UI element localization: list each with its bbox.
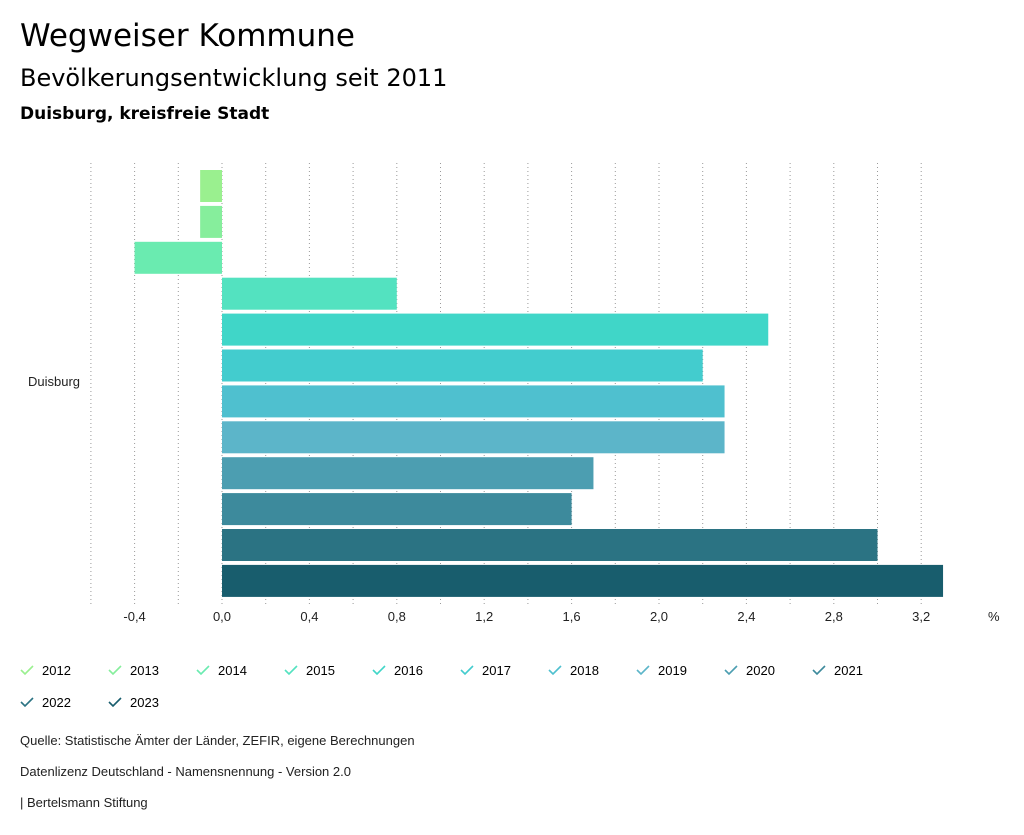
legend-item-2023[interactable]: 2023 <box>108 692 159 712</box>
check-icon <box>372 665 386 676</box>
legend-item-2022[interactable]: 2022 <box>20 692 71 712</box>
check-icon <box>20 665 34 676</box>
legend-item-2016[interactable]: 2016 <box>372 660 423 680</box>
category-label: Duisburg <box>28 374 80 389</box>
bar-2021[interactable] <box>222 493 572 526</box>
legend-label: 2014 <box>218 662 247 678</box>
legend-item-2021[interactable]: 2021 <box>812 660 863 680</box>
legend-label: 2022 <box>42 694 71 710</box>
legend-item-2018[interactable]: 2018 <box>548 660 599 680</box>
bars <box>134 170 944 597</box>
source-note: Quelle: Statistische Ämter der Länder, Z… <box>20 733 415 748</box>
legend-label: 2015 <box>306 662 335 678</box>
chart-subtitle: Bevölkerungsentwicklung seit 2011 <box>20 64 448 92</box>
x-tick-label: 0,4 <box>300 609 318 624</box>
check-icon <box>636 665 650 676</box>
bar-2023[interactable] <box>222 564 944 597</box>
x-tick-label: 0,8 <box>388 609 406 624</box>
publisher-note: | Bertelsmann Stiftung <box>20 795 148 810</box>
legend-label: 2020 <box>746 662 775 678</box>
check-icon <box>812 665 826 676</box>
legend-label: 2019 <box>658 662 687 678</box>
x-tick-label: 2,0 <box>650 609 668 624</box>
bar-2018[interactable] <box>222 385 725 418</box>
legend-label: 2023 <box>130 694 159 710</box>
check-icon <box>548 665 562 676</box>
legend-item-2012[interactable]: 2012 <box>20 660 71 680</box>
unit-label: % <box>988 609 1000 624</box>
legend-item-2013[interactable]: 2013 <box>108 660 159 680</box>
x-tick-label: -0,4 <box>123 609 145 624</box>
legend-label: 2013 <box>130 662 159 678</box>
x-axis-ticks: -0,4 0,0 0,4 0,8 1,2 1,6 2,0 2,4 2,8 3,2 <box>123 609 930 624</box>
x-tick-label: 2,8 <box>825 609 843 624</box>
x-tick-label: 1,2 <box>475 609 493 624</box>
x-tick-label: 2,4 <box>737 609 755 624</box>
page-title: Wegweiser Kommune <box>20 18 355 54</box>
bar-chart: -0,4 0,0 0,4 0,8 1,2 1,6 2,0 2,4 2,8 3,2 Duisburg… <box>28 163 1000 624</box>
check-icon <box>724 665 738 676</box>
legend-item-2019[interactable]: 2019 <box>636 660 687 680</box>
legend-label: 2012 <box>42 662 71 678</box>
check-icon <box>460 665 474 676</box>
bar-2012[interactable] <box>200 170 222 202</box>
check-icon <box>108 697 122 708</box>
check-icon <box>284 665 298 676</box>
check-icon <box>196 665 210 676</box>
legend-item-2017[interactable]: 2017 <box>460 660 511 680</box>
x-tick-label: 1,6 <box>563 609 581 624</box>
bar-2022[interactable] <box>222 529 878 561</box>
check-icon <box>108 665 122 676</box>
bar-2019[interactable] <box>222 421 725 454</box>
legend-label: 2017 <box>482 662 511 678</box>
legend-item-2015[interactable]: 2015 <box>284 660 335 680</box>
grid-lines <box>90 163 922 604</box>
bar-2015[interactable] <box>222 277 397 310</box>
legend-item-2014[interactable]: 2014 <box>196 660 247 680</box>
bar-2020[interactable] <box>222 457 594 490</box>
bar-2017[interactable] <box>222 349 703 382</box>
bar-2016[interactable] <box>222 313 769 346</box>
bar-2014[interactable] <box>134 241 222 274</box>
legend-label: 2018 <box>570 662 599 678</box>
legend-label: 2021 <box>834 662 863 678</box>
legend-label: 2016 <box>394 662 423 678</box>
license-note: Datenlizenz Deutschland - Namensnennung … <box>20 764 351 779</box>
legend-item-2020[interactable]: 2020 <box>724 660 775 680</box>
x-tick-label: 3,2 <box>912 609 930 624</box>
check-icon <box>20 697 34 708</box>
bar-2013[interactable] <box>200 205 222 238</box>
region-label: Duisburg, kreisfreie Stadt <box>20 104 270 124</box>
x-tick-label: 0,0 <box>213 609 231 624</box>
